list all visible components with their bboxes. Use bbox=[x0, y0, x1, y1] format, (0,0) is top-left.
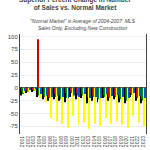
svg-text:100: 100 bbox=[8, 34, 19, 40]
svg-text:50: 50 bbox=[11, 59, 18, 65]
svg-text:2021: 2021 bbox=[129, 136, 135, 147]
svg-text:2020: 2020 bbox=[123, 136, 129, 147]
svg-text:2018: 2018 bbox=[112, 136, 118, 147]
svg-text:2008: 2008 bbox=[58, 136, 64, 147]
svg-text:2012: 2012 bbox=[80, 136, 86, 147]
svg-text:0: 0 bbox=[14, 85, 18, 91]
svg-text:2002: 2002 bbox=[25, 136, 31, 147]
svg-text:"Normal Market" is Average of: "Normal Market" is Average of 2004-2007:… bbox=[30, 18, 136, 31]
svg-text:2001: 2001 bbox=[19, 136, 25, 147]
svg-text:2011: 2011 bbox=[74, 136, 80, 147]
svg-text:2010: 2010 bbox=[69, 136, 75, 147]
svg-text:2003: 2003 bbox=[30, 136, 36, 147]
svg-text:2022: 2022 bbox=[134, 136, 140, 147]
svg-text:2016: 2016 bbox=[102, 136, 108, 147]
svg-text:2009: 2009 bbox=[63, 136, 69, 147]
svg-text:-25: -25 bbox=[9, 98, 18, 104]
svg-text:2017: 2017 bbox=[107, 136, 113, 147]
svg-text:2006: 2006 bbox=[47, 136, 53, 147]
svg-text:2019: 2019 bbox=[118, 136, 124, 147]
svg-text:2007: 2007 bbox=[52, 136, 58, 147]
svg-text:2015: 2015 bbox=[96, 136, 102, 147]
svg-text:Superior Percent Change in Num: Superior Percent Change in Numberof Sale… bbox=[19, 0, 131, 11]
svg-text:2005: 2005 bbox=[41, 136, 47, 147]
svg-text:25: 25 bbox=[11, 72, 18, 78]
svg-text:-50: -50 bbox=[9, 111, 18, 117]
svg-text:2023: 2023 bbox=[140, 136, 146, 147]
svg-text:2004: 2004 bbox=[36, 136, 42, 147]
svg-text:2013: 2013 bbox=[85, 136, 91, 147]
svg-text:-75: -75 bbox=[9, 123, 18, 129]
svg-text:2014: 2014 bbox=[91, 136, 97, 147]
svg-text:75: 75 bbox=[11, 46, 18, 52]
